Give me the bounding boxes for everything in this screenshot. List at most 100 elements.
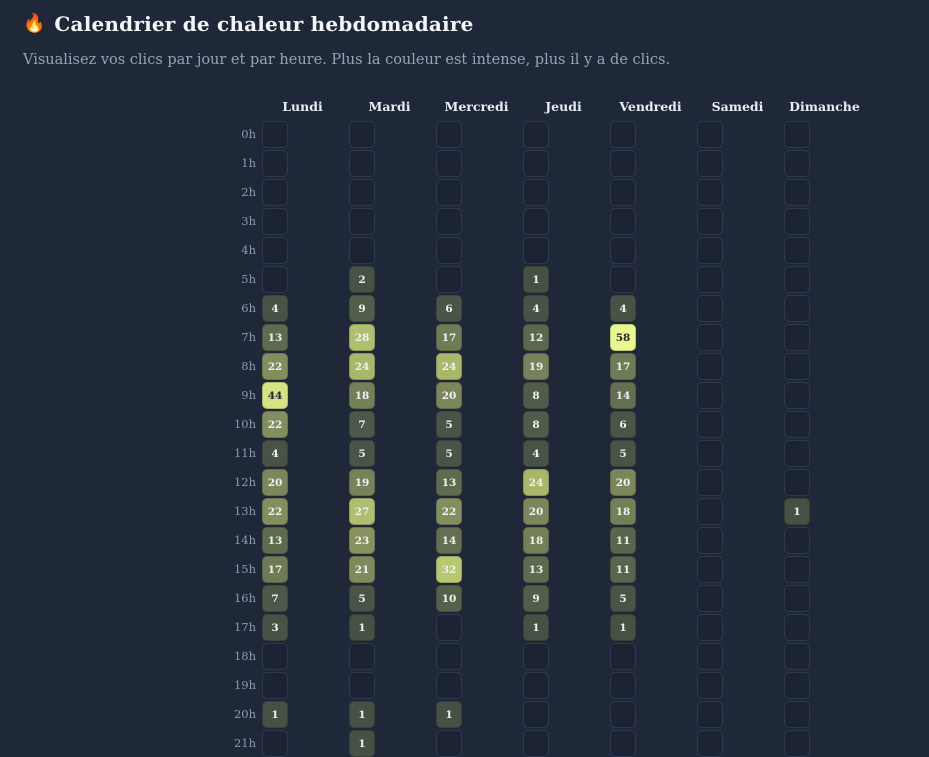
heatmap-cell-vendredi-4h xyxy=(610,237,636,264)
heatmap-cell-slot xyxy=(517,672,604,701)
heatmap-cell-dimanche-6h xyxy=(784,295,810,322)
heatmap-cell-dimanche-3h xyxy=(784,208,810,235)
heatmap-cell-mardi-15h: 21 xyxy=(349,556,375,583)
heatmap-cell-slot: 4 xyxy=(256,440,343,469)
heatmap-cell-slot: 19 xyxy=(343,469,430,498)
heatmap-cell-slot: 4 xyxy=(517,295,604,324)
heatmap-cell-slot xyxy=(604,208,691,237)
heatmap-cell-mardi-21h: 1 xyxy=(349,730,375,757)
heatmap-cell-slot xyxy=(430,208,517,237)
heatmap-cell-mercredi-18h xyxy=(436,643,462,670)
heatmap-cell-mercredi-12h: 13 xyxy=(436,469,462,496)
heatmap-cell-slot xyxy=(778,237,865,266)
heatmap-cell-slot xyxy=(343,643,430,672)
hour-label-13h: 13h xyxy=(233,504,256,518)
heatmap-cell-slot: 13 xyxy=(517,556,604,585)
heatmap-cell-mardi-11h: 5 xyxy=(349,440,375,467)
heatmap-cell-jeudi-0h xyxy=(523,121,549,148)
heatmap-cell-mercredi-16h: 10 xyxy=(436,585,462,612)
heatmap-cell-vendredi-1h xyxy=(610,150,636,177)
hour-label-6h: 6h xyxy=(241,301,256,315)
heatmap-cell-slot: 19 xyxy=(517,353,604,382)
heatmap-cell-samedi-19h xyxy=(697,672,723,699)
heatmap-cell-samedi-11h xyxy=(697,440,723,467)
heatmap-cell-slot: 14 xyxy=(604,382,691,411)
heatmap-cell-mardi-8h: 24 xyxy=(349,353,375,380)
heatmap-cell-samedi-6h xyxy=(697,295,723,322)
heatmap-corner xyxy=(230,92,256,121)
heatmap-cell-slot xyxy=(778,324,865,353)
heatmap-cell-slot: 4 xyxy=(604,295,691,324)
heatmap-cell-slot xyxy=(691,643,778,672)
heatmap-cell-mardi-1h xyxy=(349,150,375,177)
hour-label-12h: 12h xyxy=(233,475,256,489)
heatmap-cell-slot xyxy=(691,411,778,440)
heatmap-cell-slot xyxy=(517,730,604,757)
heatmap-cell-slot: 7 xyxy=(256,585,343,614)
heatmap-cell-slot xyxy=(256,672,343,701)
heatmap-cell-dimanche-18h xyxy=(784,643,810,670)
heatmap-cell-mercredi-21h xyxy=(436,730,462,757)
heatmap-cell-slot xyxy=(691,324,778,353)
heatmap-cell-slot: 8 xyxy=(517,411,604,440)
heatmap-cell-jeudi-17h: 1 xyxy=(523,614,549,641)
heatmap-cell-slot: 32 xyxy=(430,556,517,585)
heatmap-cell-jeudi-16h: 9 xyxy=(523,585,549,612)
heatmap-cell-slot xyxy=(778,643,865,672)
heatmap-cell-slot xyxy=(517,121,604,150)
heatmap-cell-mardi-9h: 18 xyxy=(349,382,375,409)
heatmap-cell-slot xyxy=(256,179,343,208)
heatmap-cell-slot xyxy=(691,585,778,614)
heatmap-cell-slot xyxy=(604,643,691,672)
heatmap-cell-slot xyxy=(778,440,865,469)
heatmap-cell-slot: 1 xyxy=(343,701,430,730)
heatmap-cell-mardi-20h: 1 xyxy=(349,701,375,728)
hour-label-0h: 0h xyxy=(241,127,256,141)
heatmap-cell-slot xyxy=(517,643,604,672)
heatmap-cell-lundi-21h xyxy=(262,730,288,757)
day-header-mercredi: Mercredi xyxy=(444,99,509,114)
heatmap-cell-slot: 1 xyxy=(604,614,691,643)
heatmap-cell-vendredi-11h: 5 xyxy=(610,440,636,467)
heatmap-cell-slot xyxy=(778,556,865,585)
day-header-dimanche: Dimanche xyxy=(789,99,860,114)
heatmap-cell-dimanche-20h xyxy=(784,701,810,728)
heatmap-cell-dimanche-17h xyxy=(784,614,810,641)
heatmap-cell-slot xyxy=(343,121,430,150)
heatmap-cell-slot xyxy=(778,179,865,208)
heatmap-cell-vendredi-19h xyxy=(610,672,636,699)
heatmap-cell-jeudi-15h: 13 xyxy=(523,556,549,583)
heatmap-cell-slot xyxy=(430,730,517,757)
heatmap-cell-slot: 22 xyxy=(256,498,343,527)
heatmap-cell-slot xyxy=(256,237,343,266)
heatmap-cell-slot: 44 xyxy=(256,382,343,411)
heatmap-cell-mercredi-6h: 6 xyxy=(436,295,462,322)
heatmap-cell-slot: 5 xyxy=(604,585,691,614)
heatmap-cell-slot: 24 xyxy=(517,469,604,498)
heatmap-cell-mercredi-9h: 20 xyxy=(436,382,462,409)
heatmap-cell-slot: 11 xyxy=(604,527,691,556)
heatmap-cell-vendredi-9h: 14 xyxy=(610,382,636,409)
heatmap-cell-samedi-13h xyxy=(697,498,723,525)
heatmap-cell-lundi-4h xyxy=(262,237,288,264)
heatmap-cell-samedi-12h xyxy=(697,469,723,496)
heatmap-cell-samedi-16h xyxy=(697,585,723,612)
heatmap-cell-slot: 5 xyxy=(430,440,517,469)
heatmap-cell-slot xyxy=(256,266,343,295)
heatmap-cell-slot xyxy=(778,730,865,757)
heatmap-cell-mercredi-0h xyxy=(436,121,462,148)
heatmap-cell-dimanche-21h xyxy=(784,730,810,757)
heatmap-cell-samedi-7h xyxy=(697,324,723,351)
heatmap-cell-slot: 13 xyxy=(256,324,343,353)
heatmap-cell-slot xyxy=(430,121,517,150)
heatmap-cell-vendredi-5h xyxy=(610,266,636,293)
heatmap-cell-lundi-12h: 20 xyxy=(262,469,288,496)
heatmap-cell-mardi-17h: 1 xyxy=(349,614,375,641)
heatmap-cell-lundi-8h: 22 xyxy=(262,353,288,380)
heatmap-cell-lundi-9h: 44 xyxy=(262,382,288,409)
heatmap-cell-slot: 12 xyxy=(517,324,604,353)
heatmap-cell-lundi-17h: 3 xyxy=(262,614,288,641)
hour-label-7h: 7h xyxy=(241,330,256,344)
heatmap-cell-mardi-7h: 28 xyxy=(349,324,375,351)
